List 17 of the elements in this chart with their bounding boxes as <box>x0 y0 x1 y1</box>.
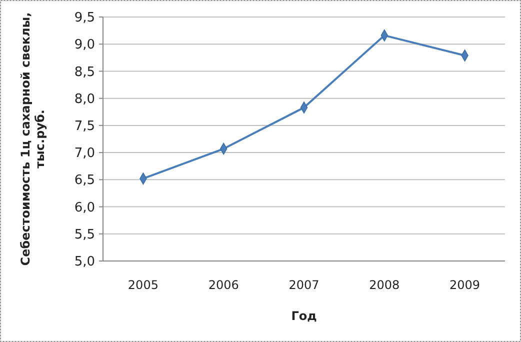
y-tick-label: 5,0 <box>74 254 95 270</box>
y-tick-label: 6,0 <box>74 200 95 216</box>
y-tick-label: 9,0 <box>74 38 95 53</box>
x-tick-label: 2007 <box>288 278 320 292</box>
x-tick-label: 2008 <box>369 278 400 292</box>
y-tick-label: 7,0 <box>74 146 95 162</box>
x-tick-label: 2005 <box>128 278 158 292</box>
y-tick-label: 7,5 <box>74 118 95 134</box>
x-tick-label: 2009 <box>450 278 480 292</box>
y-axis-title: Себестоимость 1ц сахарной свеклы, тыс.руб. <box>18 12 47 266</box>
y-tick-label: 8,5 <box>74 64 95 80</box>
y-tick-label: 5,5 <box>74 227 95 242</box>
x-axis-title: Год <box>291 309 318 323</box>
y-tick-label: 9,5 <box>74 10 95 26</box>
x-tick-label: 2006 <box>208 278 239 292</box>
y-tick-label: 6,5 <box>74 173 95 188</box>
y-tick-label: 8,0 <box>74 92 95 107</box>
